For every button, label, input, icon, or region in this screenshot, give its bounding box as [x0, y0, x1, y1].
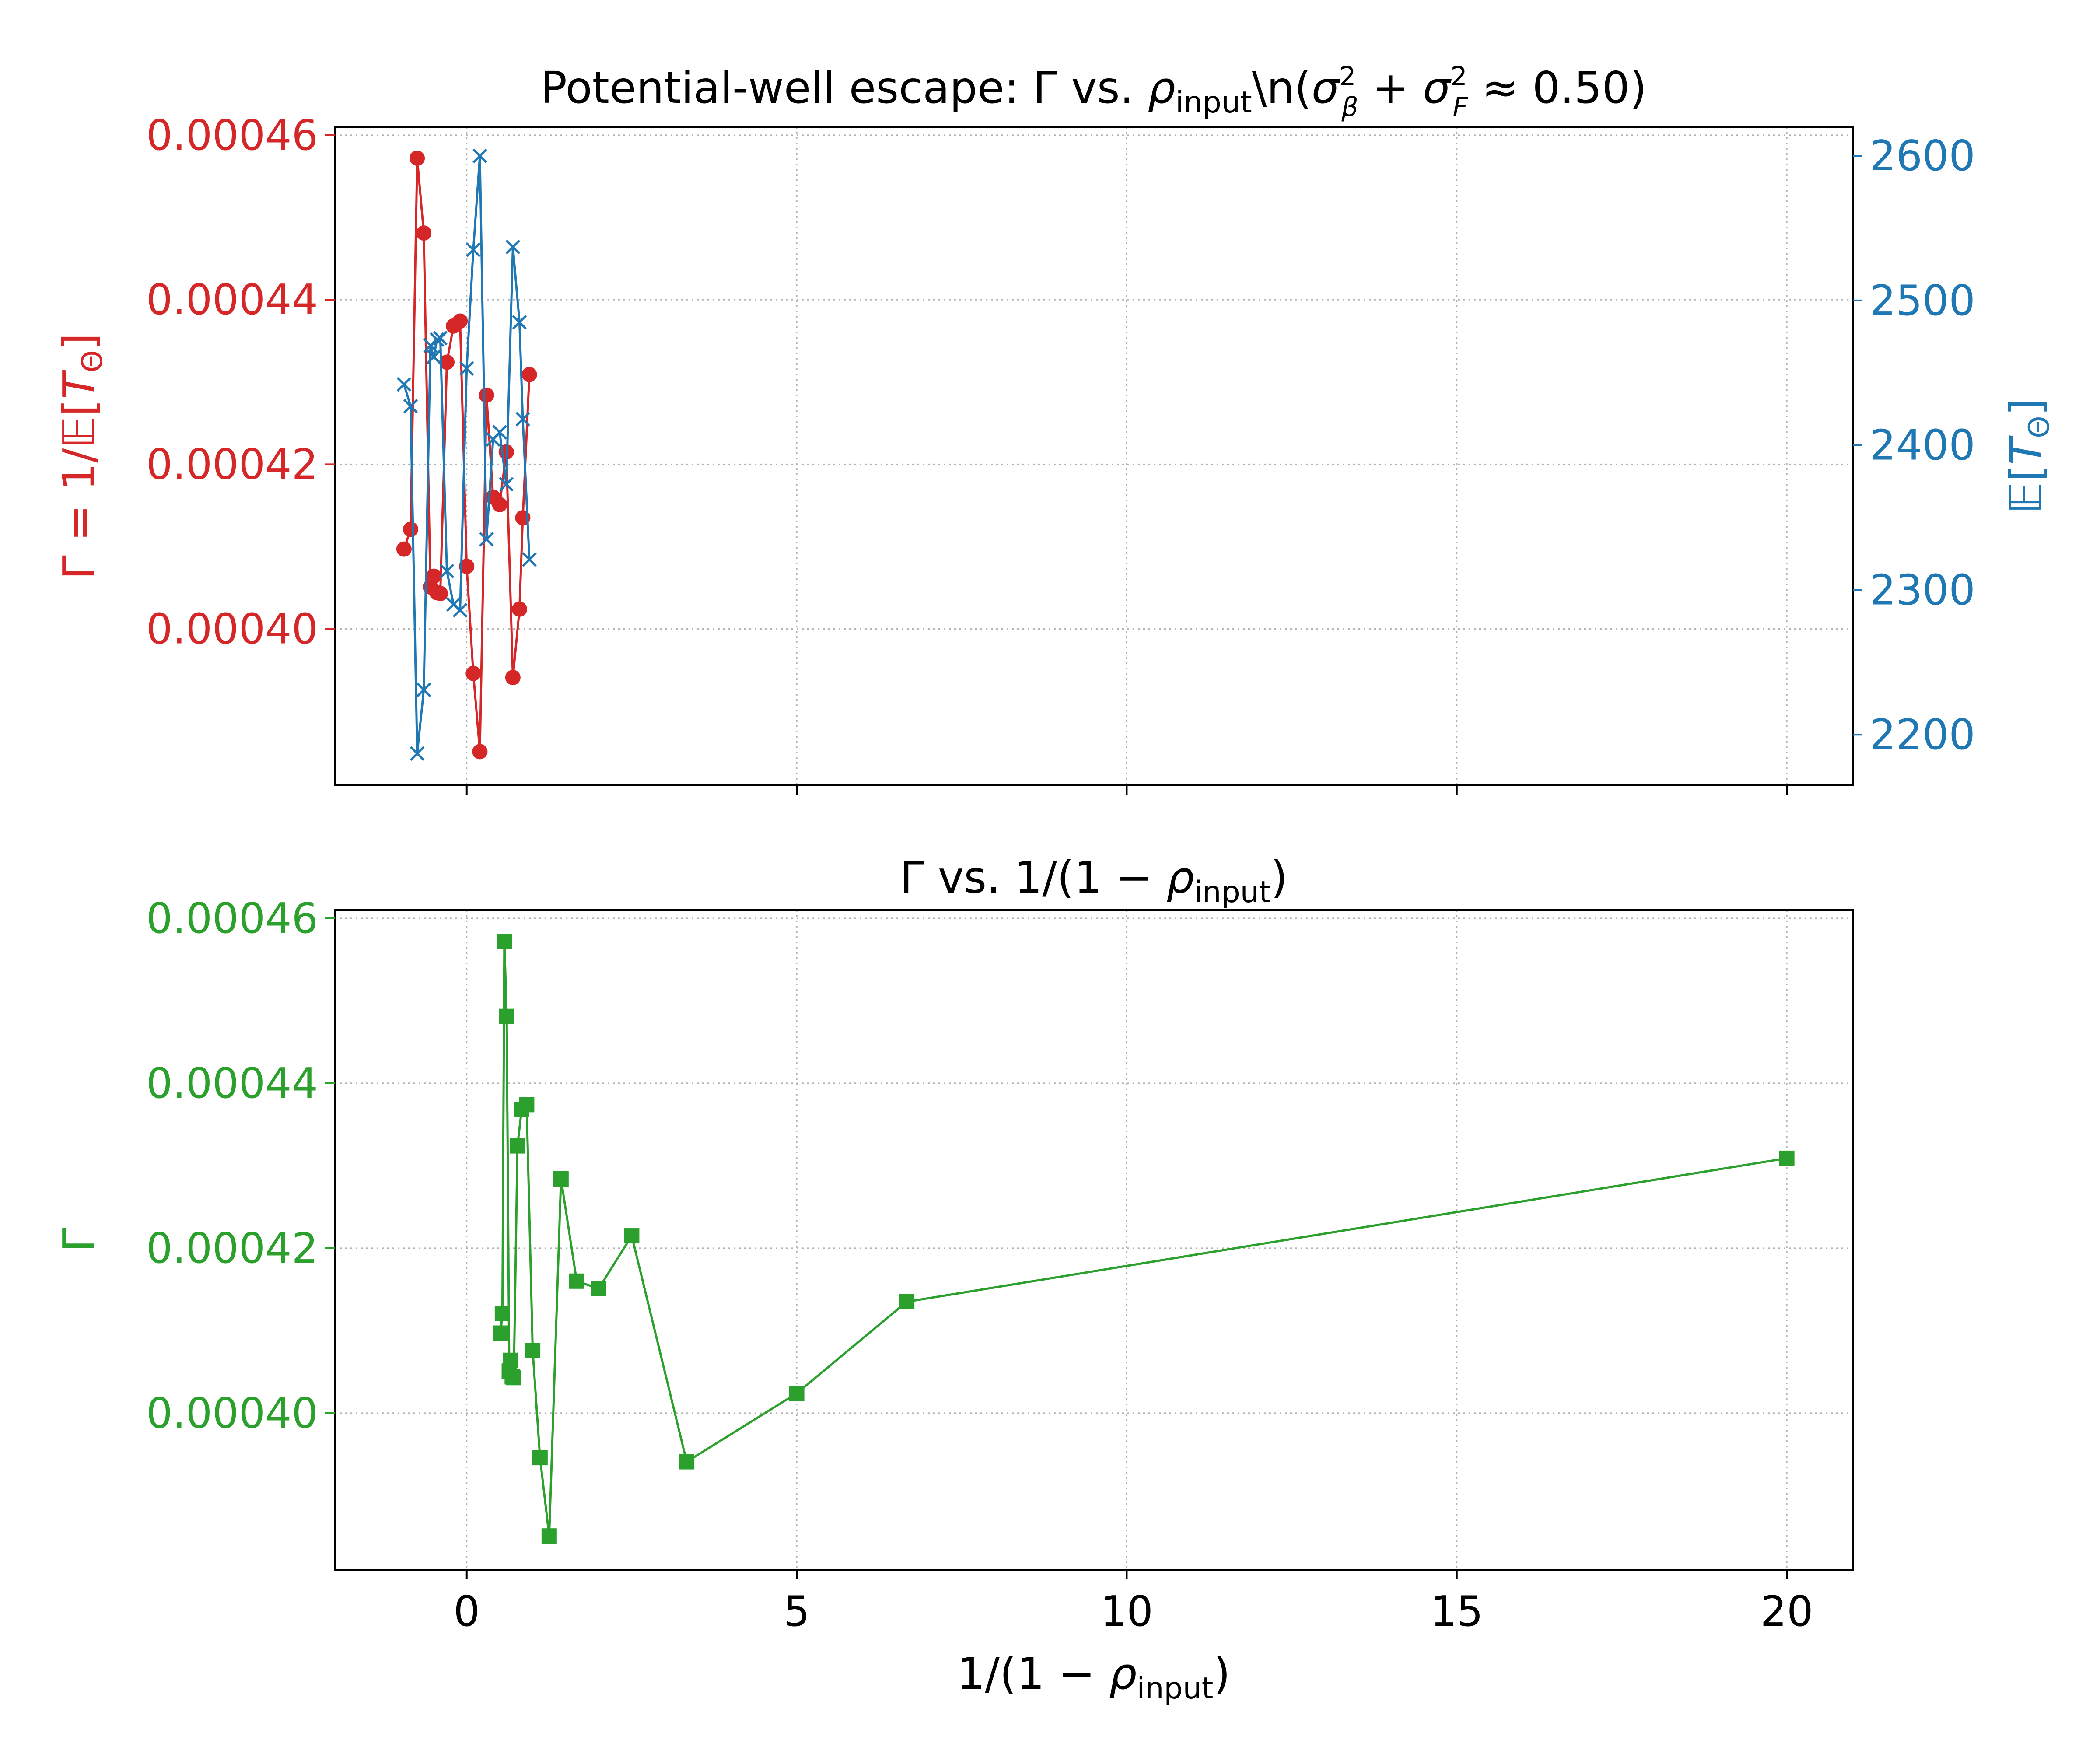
inverse-series-point	[493, 1325, 508, 1341]
bottom-chart-panel: 0 5 10 15 20 0.00040 0.00042 0.00044 0.00046 Γ Γ v…	[53, 852, 1854, 1706]
plot-frame	[334, 909, 1854, 1571]
expected-time-series-point	[396, 377, 412, 392]
inverse-series-point	[510, 1138, 525, 1154]
x-tick-label: 10	[1100, 1588, 1153, 1636]
gamma-series-point	[416, 225, 432, 241]
inverse-series-point	[541, 1528, 557, 1544]
inverse-series-point	[494, 1306, 510, 1321]
inverse-series-point	[679, 1454, 695, 1470]
y-left-tick-label: 0.00044	[146, 276, 318, 324]
gamma-series-line	[403, 157, 531, 753]
expected-time-series-point	[452, 603, 468, 618]
y-tick-label: 0.00040	[146, 1390, 318, 1438]
y-left-axis-label: Γ = 1/𝔼[TΘ]	[53, 333, 109, 580]
gamma-series-point	[505, 670, 521, 686]
y-right-tick-label: 2200	[1869, 711, 1975, 759]
y-left-tick-label: 0.00042	[146, 441, 318, 489]
inverse-series-point	[569, 1273, 584, 1289]
x-tick-label: 15	[1430, 1588, 1483, 1636]
expected-time-series-point	[410, 746, 425, 761]
y-axis-label: Γ	[53, 1228, 105, 1252]
expected-time-series-point	[459, 361, 474, 376]
gamma-series-point	[522, 367, 537, 382]
expected-time-series-point	[512, 315, 527, 330]
expected-time-series-point	[492, 425, 507, 440]
x-tick-label: 0	[454, 1588, 480, 1636]
gamma-series-point	[432, 586, 448, 602]
inverse-series-point	[789, 1386, 805, 1401]
inverse-series-line	[499, 940, 1787, 1537]
expected-time-series-point	[430, 332, 444, 347]
inverse-series-point	[525, 1343, 541, 1358]
y-left-tick-label: 0.00040	[146, 606, 318, 654]
gamma-series-point	[492, 497, 508, 512]
y-right-tick-label: 2500	[1869, 277, 1975, 325]
y-right-axis-label: 𝔼[TΘ]	[2000, 399, 2056, 514]
y-left-tick-label: 0.00046	[146, 112, 318, 160]
inverse-series-point	[519, 1097, 535, 1113]
gamma-series-point	[472, 744, 488, 760]
gamma-series-point	[466, 665, 481, 681]
inverse-series-point	[899, 1294, 915, 1309]
top-chart-title: Potential-well escape: Γ vs. ρinput\n(σ2…	[541, 61, 1647, 122]
expected-time-series-point	[426, 350, 441, 364]
gamma-series-point	[479, 387, 494, 403]
top-chart-panel: 0.00040 0.00042 0.00044 0.00046 2200 2300 2400…	[53, 61, 2056, 795]
x-tick-label: 20	[1760, 1588, 1813, 1636]
gamma-series-point	[452, 313, 468, 329]
expected-time-series-line	[403, 154, 531, 755]
y-right-tick-label: 2600	[1869, 132, 1975, 180]
gamma-series-point	[410, 150, 425, 166]
expected-time-series-point	[416, 682, 431, 697]
gamma-series-point	[511, 601, 527, 617]
inverse-series-point	[1779, 1150, 1795, 1166]
y-tick-label: 0.00046	[146, 895, 318, 943]
inverse-series-point	[624, 1228, 640, 1244]
inverse-series-point	[499, 1008, 514, 1024]
expected-time-series-point	[505, 239, 521, 255]
inverse-series-point	[503, 1352, 518, 1368]
x-axis-label: 1/(1 − ρinput)	[957, 1648, 1231, 1706]
expected-time-series-point	[515, 412, 530, 427]
inverse-series-point	[506, 1370, 522, 1386]
y-tick-label: 0.00044	[146, 1060, 318, 1108]
expected-time-series-point	[472, 148, 487, 163]
gamma-series-point	[403, 522, 418, 537]
expected-time-series-point	[522, 552, 537, 567]
gamma-series-point	[459, 559, 475, 574]
expected-time-series-point	[439, 564, 455, 579]
expected-time-series-point	[499, 477, 514, 492]
expected-time-series-point	[403, 399, 418, 414]
x-tick-label: 5	[784, 1588, 810, 1636]
expected-time-series-point	[479, 532, 494, 547]
expected-time-series-point	[433, 331, 448, 346]
plot-frame	[334, 126, 1854, 786]
bottom-chart-title: Γ vs. 1/(1 − ρinput)	[900, 852, 1288, 910]
inverse-series-point	[591, 1281, 606, 1296]
expected-time-series-point	[466, 242, 481, 257]
y-tick-label: 0.00042	[146, 1225, 318, 1273]
inverse-series-point	[532, 1450, 548, 1466]
gamma-series-point	[426, 568, 441, 584]
inverse-series-point	[553, 1171, 569, 1187]
gamma-series-point	[396, 541, 412, 557]
y-right-tick-label: 2400	[1869, 422, 1975, 470]
inverse-series-point	[497, 934, 512, 949]
y-right-tick-label: 2300	[1869, 566, 1975, 614]
